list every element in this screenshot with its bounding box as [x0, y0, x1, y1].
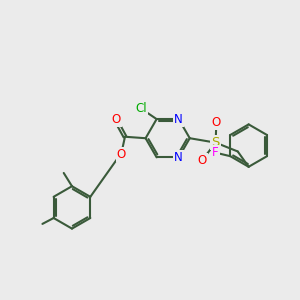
Text: N: N	[174, 151, 183, 164]
Text: N: N	[174, 112, 183, 126]
Text: S: S	[212, 136, 220, 149]
Text: O: O	[198, 154, 207, 167]
Text: O: O	[112, 112, 121, 126]
Text: F: F	[212, 146, 219, 159]
Text: O: O	[212, 116, 221, 129]
Text: O: O	[117, 148, 126, 161]
Text: Cl: Cl	[136, 102, 147, 115]
